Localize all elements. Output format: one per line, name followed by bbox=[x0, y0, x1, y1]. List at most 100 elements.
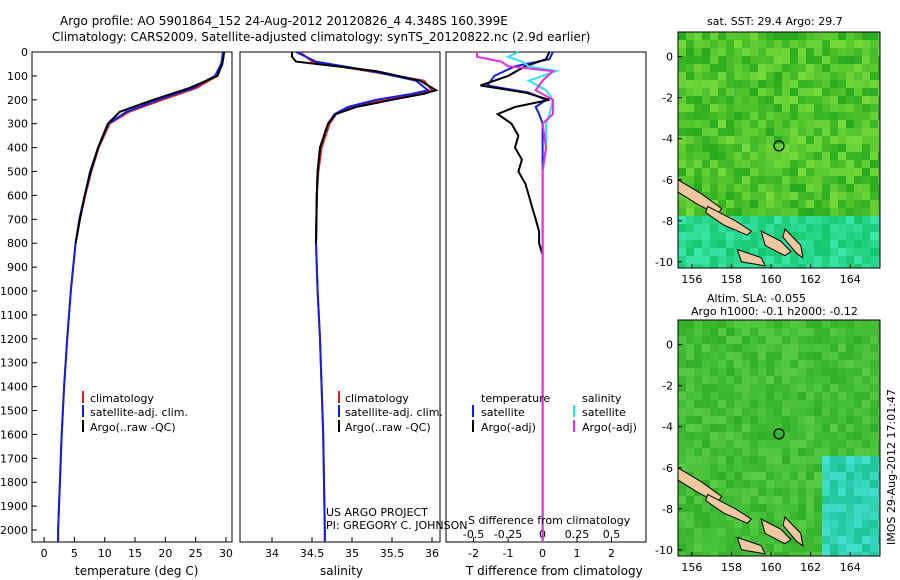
series-line-temperature-argo-adj- bbox=[480, 51, 551, 256]
series-line-climatology bbox=[57, 51, 225, 542]
heatmap-cell bbox=[790, 368, 798, 376]
heatmap-cell bbox=[678, 416, 686, 424]
heatmap-cell bbox=[702, 464, 710, 472]
heatmap-cell bbox=[710, 80, 718, 88]
heatmap-cell bbox=[678, 240, 686, 248]
heatmap-cell bbox=[814, 168, 822, 176]
heatmap-cell bbox=[806, 424, 814, 432]
heatmap-cell bbox=[758, 456, 766, 464]
heatmap-cell bbox=[758, 112, 766, 120]
heatmap-cell bbox=[734, 488, 742, 496]
salinity-series bbox=[291, 51, 439, 542]
heatmap-cell bbox=[878, 32, 880, 40]
difference-xlabel-top: S difference from climatology bbox=[468, 514, 631, 527]
heatmap-cell bbox=[742, 480, 750, 488]
heatmap-cell bbox=[710, 440, 718, 448]
heatmap-cell bbox=[846, 184, 854, 192]
x-tick-label: 20 bbox=[158, 547, 172, 560]
heatmap-cell bbox=[806, 336, 814, 344]
heatmap-cell bbox=[790, 216, 798, 224]
heatmap-cell bbox=[710, 192, 718, 200]
heatmap-cell bbox=[878, 544, 880, 552]
heatmap-cell bbox=[774, 160, 782, 168]
heatmap-cell bbox=[686, 520, 694, 528]
heatmap-cell bbox=[782, 144, 790, 152]
heatmap-cell bbox=[782, 400, 790, 408]
heatmap-cell bbox=[766, 32, 774, 40]
heatmap-cell bbox=[790, 544, 798, 552]
heatmap-cell bbox=[822, 528, 830, 536]
heatmap-cell bbox=[846, 328, 854, 336]
heatmap-cell bbox=[678, 56, 686, 64]
heatmap-cell bbox=[750, 168, 758, 176]
heatmap-cell bbox=[838, 136, 846, 144]
heatmap-cell bbox=[750, 240, 758, 248]
heatmap-cell bbox=[798, 480, 806, 488]
heatmap-cell bbox=[870, 368, 878, 376]
heatmap-cell bbox=[846, 496, 854, 504]
heatmap-cell bbox=[750, 496, 758, 504]
x-tick-label: 162 bbox=[800, 273, 821, 286]
heatmap-cell bbox=[806, 224, 814, 232]
heatmap-cell bbox=[878, 368, 880, 376]
heatmap-cell bbox=[814, 144, 822, 152]
heatmap-cell bbox=[726, 352, 734, 360]
sst-map-heatmap bbox=[677, 32, 880, 268]
heatmap-cell bbox=[734, 240, 742, 248]
heatmap-cell bbox=[806, 32, 814, 40]
heatmap-cell bbox=[726, 184, 734, 192]
heatmap-cell bbox=[822, 152, 830, 160]
heatmap-cell bbox=[846, 216, 854, 224]
heatmap-cell bbox=[806, 192, 814, 200]
heatmap-cell bbox=[846, 432, 854, 440]
heatmap-cell bbox=[878, 408, 880, 416]
heatmap-cell bbox=[838, 56, 846, 64]
heatmap-cell bbox=[838, 176, 846, 184]
heatmap-cell bbox=[726, 64, 734, 72]
heatmap-cell bbox=[798, 336, 806, 344]
heatmap-cell bbox=[734, 136, 742, 144]
heatmap-cell bbox=[766, 216, 774, 224]
y-tick-label: 0 bbox=[21, 46, 28, 59]
heatmap-cell bbox=[814, 488, 822, 496]
heatmap-cell bbox=[710, 240, 718, 248]
legend-label-temp-argo: Argo(-adj) bbox=[481, 421, 536, 434]
heatmap-cell bbox=[790, 360, 798, 368]
difference-legend: temperature satellite Argo(-adj) salinit… bbox=[472, 392, 637, 434]
heatmap-cell bbox=[790, 136, 798, 144]
heatmap-cell bbox=[822, 392, 830, 400]
heatmap-cell bbox=[798, 144, 806, 152]
heatmap-cell bbox=[766, 504, 774, 512]
heatmap-cell bbox=[814, 32, 822, 40]
heatmap-cell bbox=[702, 352, 710, 360]
heatmap-cell bbox=[774, 40, 782, 48]
heatmap-cell bbox=[742, 320, 750, 328]
heatmap-cell bbox=[878, 248, 880, 256]
heatmap-cell bbox=[854, 80, 862, 88]
heatmap-cell bbox=[854, 232, 862, 240]
heatmap-cell bbox=[750, 488, 758, 496]
heatmap-cell bbox=[766, 48, 774, 56]
y-tick-label: 1300 bbox=[0, 357, 28, 370]
heatmap-cell bbox=[718, 144, 726, 152]
heatmap-cell bbox=[790, 408, 798, 416]
heatmap-cell bbox=[854, 456, 862, 464]
heatmap-cell bbox=[750, 456, 758, 464]
heatmap-cell bbox=[862, 240, 870, 248]
heatmap-cell bbox=[790, 400, 798, 408]
heatmap-cell bbox=[878, 168, 880, 176]
heatmap-cell bbox=[766, 176, 774, 184]
sla-map-heatmap bbox=[677, 320, 880, 556]
heatmap-cell bbox=[694, 160, 702, 168]
heatmap-cell bbox=[830, 360, 838, 368]
heatmap-cell bbox=[798, 168, 806, 176]
heatmap-cell bbox=[742, 104, 750, 112]
heatmap-cell bbox=[790, 424, 798, 432]
heatmap-cell bbox=[838, 72, 846, 80]
heatmap-cell bbox=[814, 224, 822, 232]
legend-label-argo: Argo(..raw -QC) bbox=[345, 421, 431, 434]
heatmap-cell bbox=[822, 72, 830, 80]
heatmap-cell bbox=[686, 208, 694, 216]
heatmap-cell bbox=[878, 496, 880, 504]
heatmap-cell bbox=[790, 464, 798, 472]
